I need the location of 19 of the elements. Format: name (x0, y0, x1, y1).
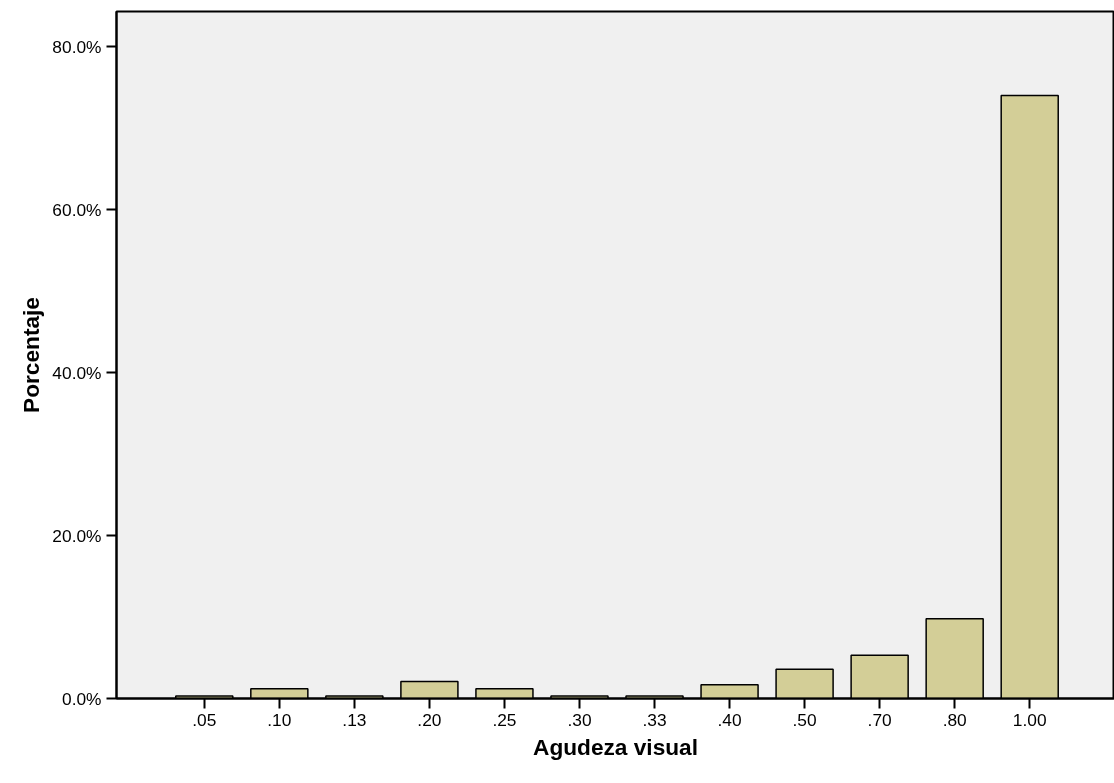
y-tick-label: 40.0% (52, 362, 102, 383)
y-tick-label: 60.0% (52, 199, 102, 220)
x-tick-label: .80 (942, 709, 967, 730)
y-tick-label: 80.0% (52, 36, 102, 57)
x-tick-label: .40 (717, 709, 742, 730)
y-axis-title: Porcentaje (18, 297, 45, 413)
x-tick-label: .10 (267, 709, 292, 730)
x-tick-label: .13 (342, 709, 367, 730)
x-axis-title: Agudeza visual (533, 733, 698, 760)
x-tick-label: .20 (417, 709, 442, 730)
x-tick-label: .33 (642, 709, 667, 730)
y-tick-label: 0.0% (62, 688, 102, 709)
x-tick-label: .30 (567, 709, 592, 730)
x-tick-label: .50 (792, 709, 817, 730)
x-tick-label: .25 (492, 709, 517, 730)
x-tick-label: .05 (192, 709, 217, 730)
x-tick-label: 1.00 (1012, 709, 1047, 730)
y-tick-label: 20.0% (52, 525, 102, 546)
x-tick-label: .70 (867, 709, 892, 730)
